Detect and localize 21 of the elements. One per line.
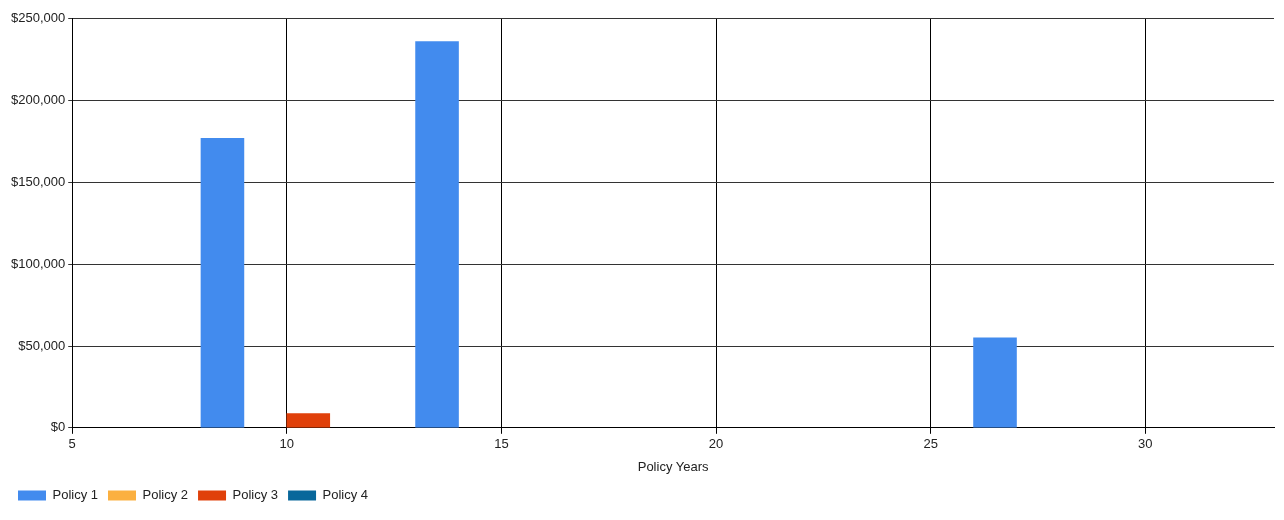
y-tick-label: $100,000 bbox=[10, 255, 66, 271]
x-tick-label: 15 bbox=[494, 436, 509, 452]
legend-label: Policy 2 bbox=[142, 487, 189, 503]
legend-label: Policy 1 bbox=[52, 487, 99, 503]
bar bbox=[200, 137, 245, 428]
x-tick-label: 25 bbox=[923, 436, 938, 452]
y-tick-label: $50,000 bbox=[18, 337, 66, 353]
x-tick-label: 10 bbox=[279, 436, 295, 452]
bar bbox=[286, 413, 331, 428]
bar bbox=[415, 41, 459, 428]
y-tick-label: $150,000 bbox=[10, 173, 66, 189]
x-axis-title: Policy Years bbox=[637, 458, 710, 474]
x-tick-label: 5 bbox=[68, 436, 76, 452]
legend-label: Policy 3 bbox=[232, 487, 279, 503]
y-tick-label: $200,000 bbox=[10, 92, 66, 108]
x-tick-label: 20 bbox=[708, 436, 724, 452]
legend-label: Policy 4 bbox=[322, 487, 369, 503]
y-tick-label: $0 bbox=[50, 419, 66, 435]
y-tick-label: $250,000 bbox=[10, 10, 66, 26]
bar bbox=[973, 337, 1017, 428]
x-tick-label: 30 bbox=[1138, 436, 1153, 452]
